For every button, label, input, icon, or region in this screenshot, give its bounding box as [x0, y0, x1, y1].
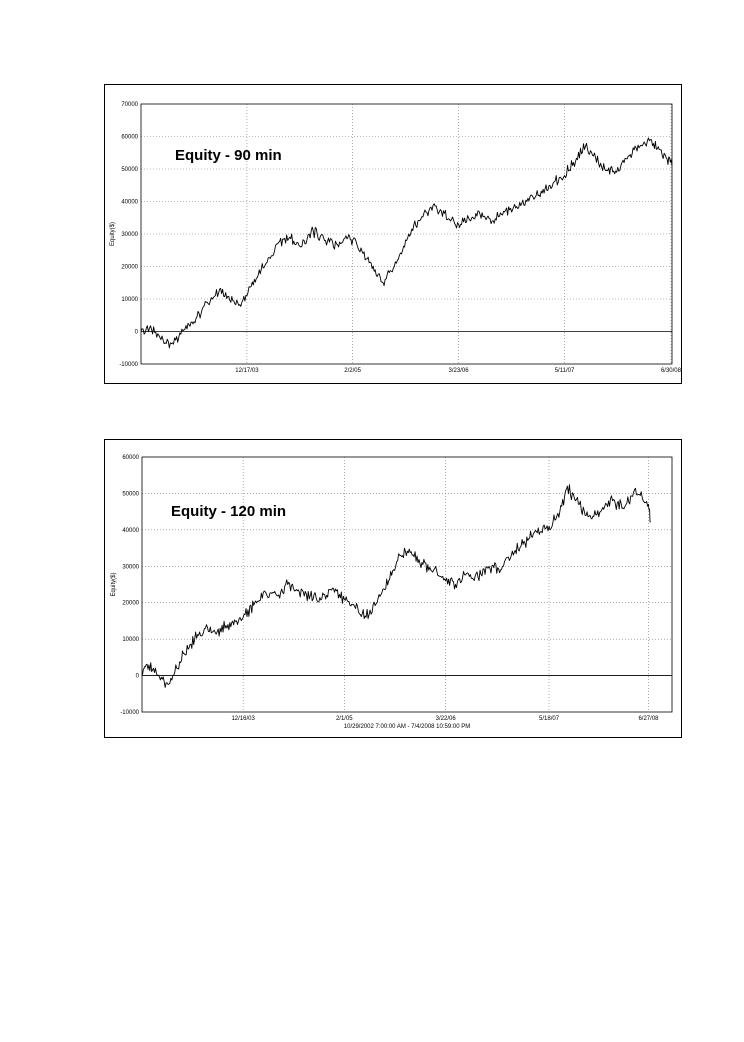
- y-tick-label: 20000: [122, 601, 139, 607]
- y-tick-label: 20000: [121, 265, 138, 271]
- x-tick-label: 2/1/05: [336, 716, 353, 722]
- y-tick-label: 30000: [121, 232, 138, 238]
- equity-90min-svg: 70000 60000 50000 40000 30000 20000 10000 0 -100…: [110, 102, 681, 374]
- y-tick-label: -10000: [120, 710, 139, 716]
- x-tick-label: 12/16/03: [231, 716, 255, 722]
- x-tick-label: 2/2/05: [344, 368, 361, 374]
- y-tick-label: 30000: [122, 564, 139, 570]
- y-tick-label: 60000: [121, 135, 138, 141]
- chart-title: Equity - 120 min: [171, 503, 286, 520]
- x-tick-label: 3/22/06: [436, 716, 457, 722]
- x-tick-label: 6/30/08: [661, 368, 681, 374]
- y-tick-label: 10000: [122, 637, 139, 643]
- y-tick-label: 50000: [122, 491, 139, 497]
- equity-120min-chart: 60000 50000 40000 30000 20000 10000 0 -10000 12/…: [104, 439, 682, 738]
- y-tick-label: 50000: [121, 167, 138, 173]
- x-tick-label: 3/23/06: [449, 368, 470, 374]
- y-tick-label: 60000: [122, 455, 139, 461]
- x-tick-label: 5/11/07: [555, 368, 575, 374]
- y-tick-label: 40000: [122, 528, 139, 534]
- y-tick-label: 0: [135, 330, 139, 336]
- y-axis-label: Equity($): [110, 222, 116, 246]
- chart-title: Equity - 90 min: [175, 147, 282, 164]
- x-tick-label: 5/18/07: [539, 716, 560, 722]
- y-tick-label: 10000: [121, 297, 138, 303]
- equity-series-line: [140, 137, 673, 349]
- equity-series-line: [141, 484, 651, 688]
- y-tick-label: -10000: [119, 362, 138, 368]
- plot-area-border: [141, 456, 673, 713]
- plot-area-border: [140, 103, 673, 365]
- y-tick-label: 40000: [121, 200, 138, 206]
- x-axis-range-label: 10/29/2002 7:00:00 AM - 7/4/2008 10:59:0…: [344, 724, 470, 730]
- equity-90min-chart: 70000 60000 50000 40000 30000 20000 10000 0 -100…: [104, 84, 682, 384]
- equity-120min-svg: 60000 50000 40000 30000 20000 10000 0 -10000 12/…: [111, 455, 673, 730]
- x-tick-label: 12/17/03: [235, 368, 259, 374]
- y-axis-label: Equity($): [111, 572, 117, 596]
- y-tick-label: 0: [136, 674, 140, 680]
- y-tick-label: 70000: [121, 102, 138, 108]
- x-tick-label: 6/27/08: [638, 716, 659, 722]
